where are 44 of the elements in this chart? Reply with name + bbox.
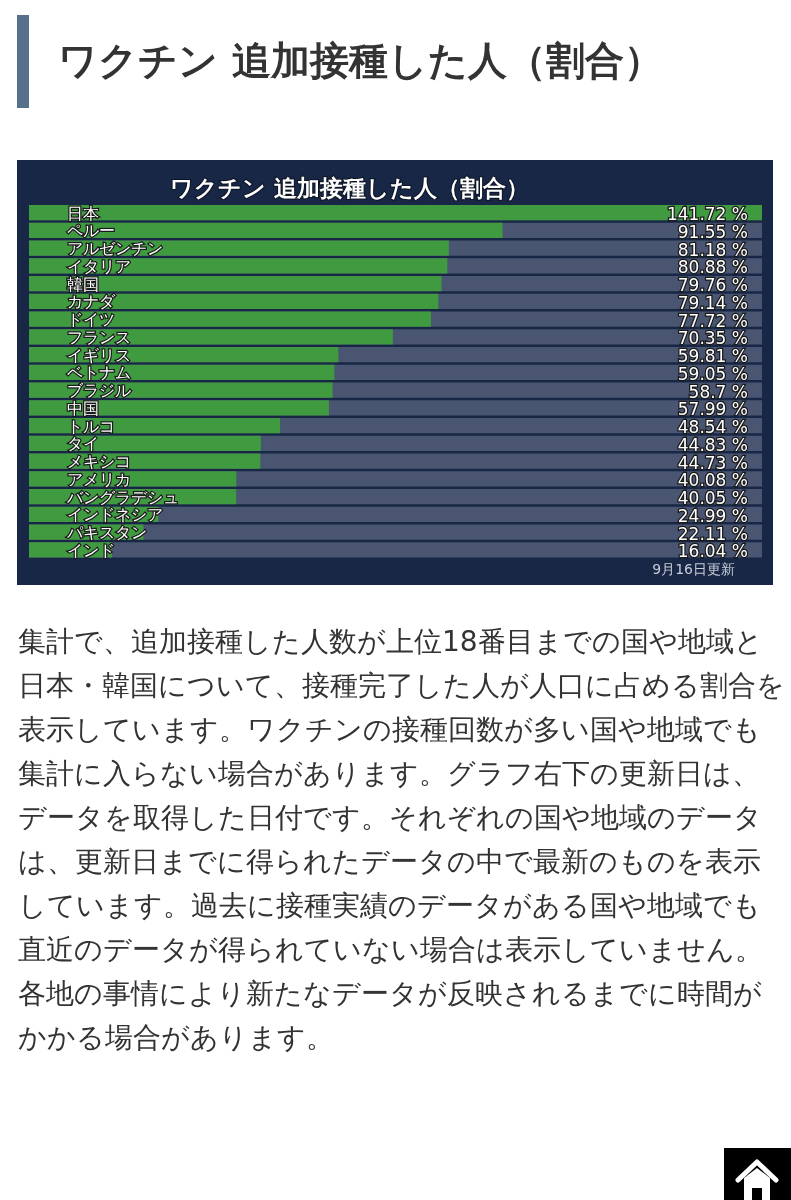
y-tick-label: ドイツ [67,310,115,329]
data-label: 44.73 % [677,452,748,473]
chart-subtitle: ワクチン 追加接種した人（割合） [170,175,530,201]
data-label: 59.81 % [677,346,748,366]
text: 9月16日更新 [652,561,735,577]
y-tick-label: インドネシア [67,505,163,525]
y-tick-label: インド [67,540,115,560]
y-tick-label: タイ [67,434,99,454]
data-label: 79.76 % [677,275,748,295]
data-label: 22.11 % [677,523,748,544]
y-tick-label: バングラデシュ [66,487,179,507]
data-label: 40.08 % [677,470,748,491]
y-tick-label: フランス [67,327,131,347]
data-label: 80.88 % [677,257,748,278]
data-label: 48.54 % [677,417,748,437]
y-tick-label: メキシコ [67,452,131,471]
data-label: 24.99 % [677,505,748,526]
data-label: 79.14 % [677,292,748,313]
y-tick-label: ブラジル [67,381,131,400]
y-tick-label: パキスタン [66,523,147,542]
data-label: 91.55 % [677,221,748,242]
y-tick-label: ペルー [67,221,115,241]
data-label: 59.05 % [677,363,748,384]
data-label: 58.7 % [688,381,748,402]
data-label: 141.72 % [666,204,748,224]
y-tick-label: アルゼンチン [67,239,163,258]
text: 集計で、追加接種した人数が上位18番目までの国や地域と日本・韓国について、接種完了した人が人口に占める割合を表示しています。ワクチンの接種回数が多い国や地域でも集計に入らない場合があります。グラフ右下の更新日は、データを取得した日付です。それぞれの国や地域のデータは、更新日までに得られたデータの中で最新のものを表示しています。過去に接種実績のデータがある国や地域でも直近のデータが得られていない場合は表示していません。各地の事情により新たなデータが反映されるまでに時間がかかる場合があります。 [18,625,785,1054]
y-tick-label: アメリカ [67,469,131,489]
y-tick-label: イタリア [67,256,131,276]
y-tick-label: カナダ [67,292,116,312]
data-label: 70.35 % [677,328,748,349]
y-tick-label: 日本 [67,203,99,223]
chart-title: ワクチン 追加接種した人（割合） [58,37,663,85]
y-tick-label: 韓国 [67,274,99,294]
data-label: 40.05 % [677,488,748,508]
data-label: 77.72 % [677,310,748,331]
y-tick-label: イギリス [67,345,131,365]
data-label: 81.18 % [677,239,748,260]
data-label: 16.04 % [677,541,748,562]
data-label: 57.99 % [677,399,748,420]
data-label: 44.83 % [677,434,748,455]
y-tick-label: トルコ [67,416,115,436]
y-tick-label: ベトナム [67,363,131,383]
y-tick-label: 中国 [67,398,99,418]
